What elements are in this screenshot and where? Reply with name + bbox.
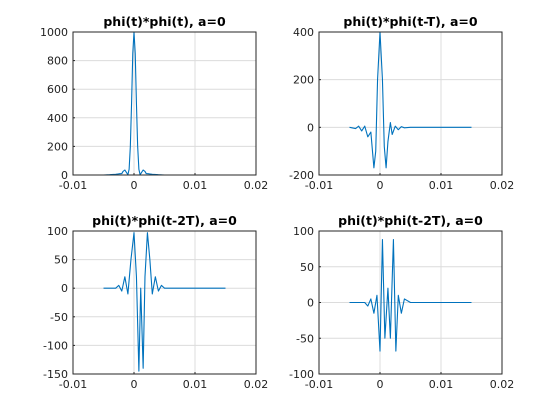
y-tick-label: 400 xyxy=(47,112,68,125)
subplot-3: -0.01 0 0.01 0.02 -150 -100 -50 0 50 100 phi(t)*ph… xyxy=(43,213,268,391)
subplot-1: -0.01 0 0.01 0.0202004006008001000phi(t)*ph… xyxy=(40,14,268,192)
x-tick-label: 0 xyxy=(131,179,138,192)
x-tick-label: 0.02 xyxy=(244,179,269,192)
y-tick-label: -150 xyxy=(43,368,68,381)
y-tick-label: 100 xyxy=(293,225,314,238)
series-line xyxy=(103,232,226,372)
x-tick-label: 0.01 xyxy=(183,378,208,391)
y-tick-label: 200 xyxy=(293,74,314,87)
series-line xyxy=(349,239,472,352)
y-tick-label: -100 xyxy=(43,339,68,352)
series-line xyxy=(103,32,226,175)
x-tick-label: -0.01 xyxy=(305,179,333,192)
x-tick-label: 0.02 xyxy=(490,179,515,192)
y-tick-label: 800 xyxy=(47,55,68,68)
series-line xyxy=(349,32,472,169)
y-tick-label: -100 xyxy=(289,368,314,381)
subplot-title: phi(t)*phi(t), a=0 xyxy=(103,14,226,29)
y-tick-label: 400 xyxy=(293,26,314,39)
y-tick-label: 0 xyxy=(61,169,68,182)
x-tick-label: 0 xyxy=(377,378,384,391)
y-tick-label: 0 xyxy=(307,121,314,134)
y-tick-label: 200 xyxy=(47,140,68,153)
x-tick-label: 0.01 xyxy=(183,179,208,192)
subplot-title: phi(t)*phi(t-2T), a=0 xyxy=(338,213,483,228)
y-tick-label: 0 xyxy=(307,297,314,310)
x-tick-label: -0.01 xyxy=(305,378,333,391)
y-tick-label: 50 xyxy=(300,261,314,274)
y-tick-label: 100 xyxy=(47,225,68,238)
subplot-title: phi(t)*phi(t-T), a=0 xyxy=(343,14,477,29)
x-tick-label: 0.02 xyxy=(244,378,269,391)
axes-frame xyxy=(318,31,503,176)
x-tick-label: 0 xyxy=(131,378,138,391)
axes-frame xyxy=(72,230,257,375)
y-tick-label: -50 xyxy=(50,311,68,324)
y-tick-label: -200 xyxy=(289,169,314,182)
axes-frame xyxy=(72,31,257,176)
x-tick-label: 0 xyxy=(377,179,384,192)
subplot-title: phi(t)*phi(t-2T), a=0 xyxy=(92,213,237,228)
subplot-2: -0.01 0 0.01 0.02 -200 0 200 400 phi(t)*phi(t-T)… xyxy=(289,14,514,192)
y-tick-label: 0 xyxy=(61,282,68,295)
y-tick-label: 600 xyxy=(47,83,68,96)
x-tick-label: 0.01 xyxy=(429,378,454,391)
subplot-4: -0.01 0 0.01 0.02 -100 -50 0 50 100 phi(t)*phi(t-… xyxy=(289,213,514,391)
x-tick-label: -0.01 xyxy=(59,179,87,192)
y-tick-label: -50 xyxy=(296,332,314,345)
x-tick-label: 0.01 xyxy=(429,179,454,192)
y-tick-label: 50 xyxy=(54,254,68,267)
x-tick-label: -0.01 xyxy=(59,378,87,391)
x-tick-label: 0.02 xyxy=(490,378,515,391)
y-tick-label: 1000 xyxy=(40,26,68,39)
